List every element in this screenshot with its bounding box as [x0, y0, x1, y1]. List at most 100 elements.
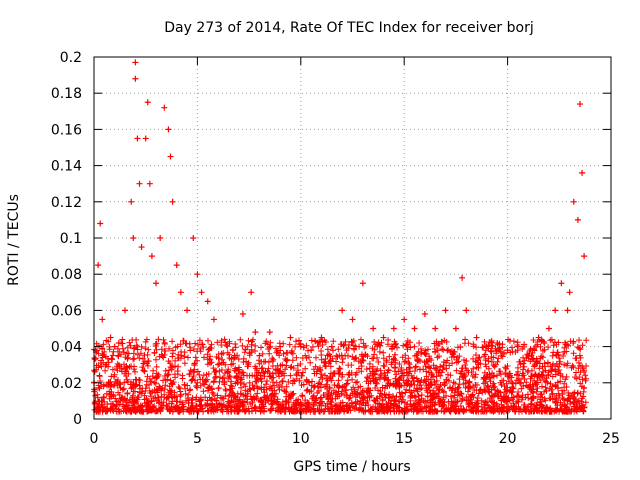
data-point	[221, 379, 228, 386]
data-point	[504, 347, 511, 354]
data-point	[558, 280, 565, 287]
data-point	[380, 334, 387, 341]
x-axis-label: GPS time / hours	[293, 459, 410, 475]
data-point	[339, 307, 346, 314]
x-tick-label: 15	[395, 431, 413, 447]
data-point	[190, 235, 197, 241]
data-point	[473, 334, 480, 341]
data-point	[130, 235, 137, 241]
data-point	[370, 325, 377, 332]
data-point	[231, 352, 238, 359]
data-point	[459, 274, 466, 281]
y-tick-label: 0.06	[51, 303, 82, 319]
data-point	[111, 343, 118, 350]
data-point	[122, 307, 129, 314]
data-point	[144, 99, 151, 106]
data-point	[308, 347, 315, 354]
data-point	[103, 361, 110, 368]
data-point	[134, 135, 141, 142]
data-point	[99, 316, 106, 323]
data-point	[215, 361, 222, 368]
data-point	[525, 352, 532, 359]
data-point	[579, 169, 586, 176]
data-point	[252, 329, 259, 336]
data-point	[173, 262, 180, 269]
grid-lines	[94, 57, 611, 419]
data-point	[132, 75, 139, 82]
data-point	[136, 180, 143, 187]
x-tick-label: 25	[602, 431, 620, 447]
x-tick-label: 10	[292, 431, 310, 447]
x-tick-label: 0	[90, 431, 99, 447]
data-point	[545, 325, 552, 332]
y-tick-label: 0.2	[60, 50, 82, 66]
y-tick-label: 0	[73, 412, 82, 428]
data-point	[401, 316, 408, 323]
y-tick-label: 0.08	[51, 267, 82, 283]
data-point	[463, 307, 470, 314]
data-point	[287, 334, 294, 341]
data-point	[210, 316, 217, 323]
data-point	[132, 59, 139, 66]
data-point	[581, 253, 588, 260]
axis-ticks	[93, 56, 612, 420]
data-point	[115, 339, 122, 346]
data-point	[142, 135, 149, 142]
data-point	[566, 289, 573, 296]
data-point	[277, 343, 284, 350]
data-point	[184, 307, 191, 314]
data-point	[239, 311, 246, 318]
data-point	[390, 325, 397, 332]
data-point	[95, 262, 102, 269]
y-tick-label: 0.02	[51, 376, 82, 392]
data-point	[328, 343, 335, 350]
data-point	[564, 307, 571, 314]
data-point	[359, 280, 366, 287]
data-point	[266, 329, 273, 336]
y-tick-labels: 0 0.02 0.04 0.06 0.08 0.1 0.12 0.14 0.16 0.18 0.2	[51, 50, 82, 428]
data-point	[204, 298, 211, 305]
data-point	[349, 316, 356, 323]
data-point	[107, 334, 114, 341]
x-tick-labels: 0 5 10 15 20 25	[90, 431, 620, 447]
data-point	[169, 198, 176, 205]
data-point	[167, 153, 174, 160]
data-point	[157, 235, 164, 241]
chart-title: Day 273 of 2014, Rate Of TEC Index for r…	[164, 20, 533, 36]
data-point	[153, 280, 160, 287]
data-point	[442, 307, 449, 314]
data-point	[128, 198, 135, 205]
data-point	[177, 289, 184, 296]
data-point	[483, 343, 490, 350]
data-point	[535, 334, 542, 341]
y-axis-label: ROTI / TECUs	[6, 194, 22, 286]
data-point	[148, 253, 155, 260]
data-point	[256, 352, 263, 359]
y-tick-label: 0.12	[51, 195, 82, 211]
data-point	[198, 289, 205, 296]
data-point	[552, 307, 559, 314]
data-point	[318, 334, 325, 341]
y-tick-label: 0.14	[51, 159, 82, 175]
x-tick-label: 5	[193, 431, 202, 447]
data-point	[165, 126, 172, 133]
data-point	[576, 101, 583, 108]
data-point	[514, 343, 521, 350]
data-point	[97, 220, 104, 227]
data-point	[248, 289, 255, 296]
y-tick-label: 0.18	[51, 86, 82, 102]
y-tick-label: 0.1	[60, 231, 82, 247]
data-point	[411, 325, 418, 332]
y-tick-label: 0.16	[51, 122, 82, 138]
data-point	[297, 343, 304, 350]
data-point	[421, 311, 428, 318]
data-point	[494, 339, 501, 346]
data-point	[570, 198, 577, 205]
data-point	[138, 244, 145, 251]
data-point	[452, 325, 459, 332]
data-points	[91, 59, 588, 386]
data-point	[161, 104, 168, 111]
data-point	[432, 325, 439, 332]
y-tick-label: 0.04	[51, 340, 82, 356]
